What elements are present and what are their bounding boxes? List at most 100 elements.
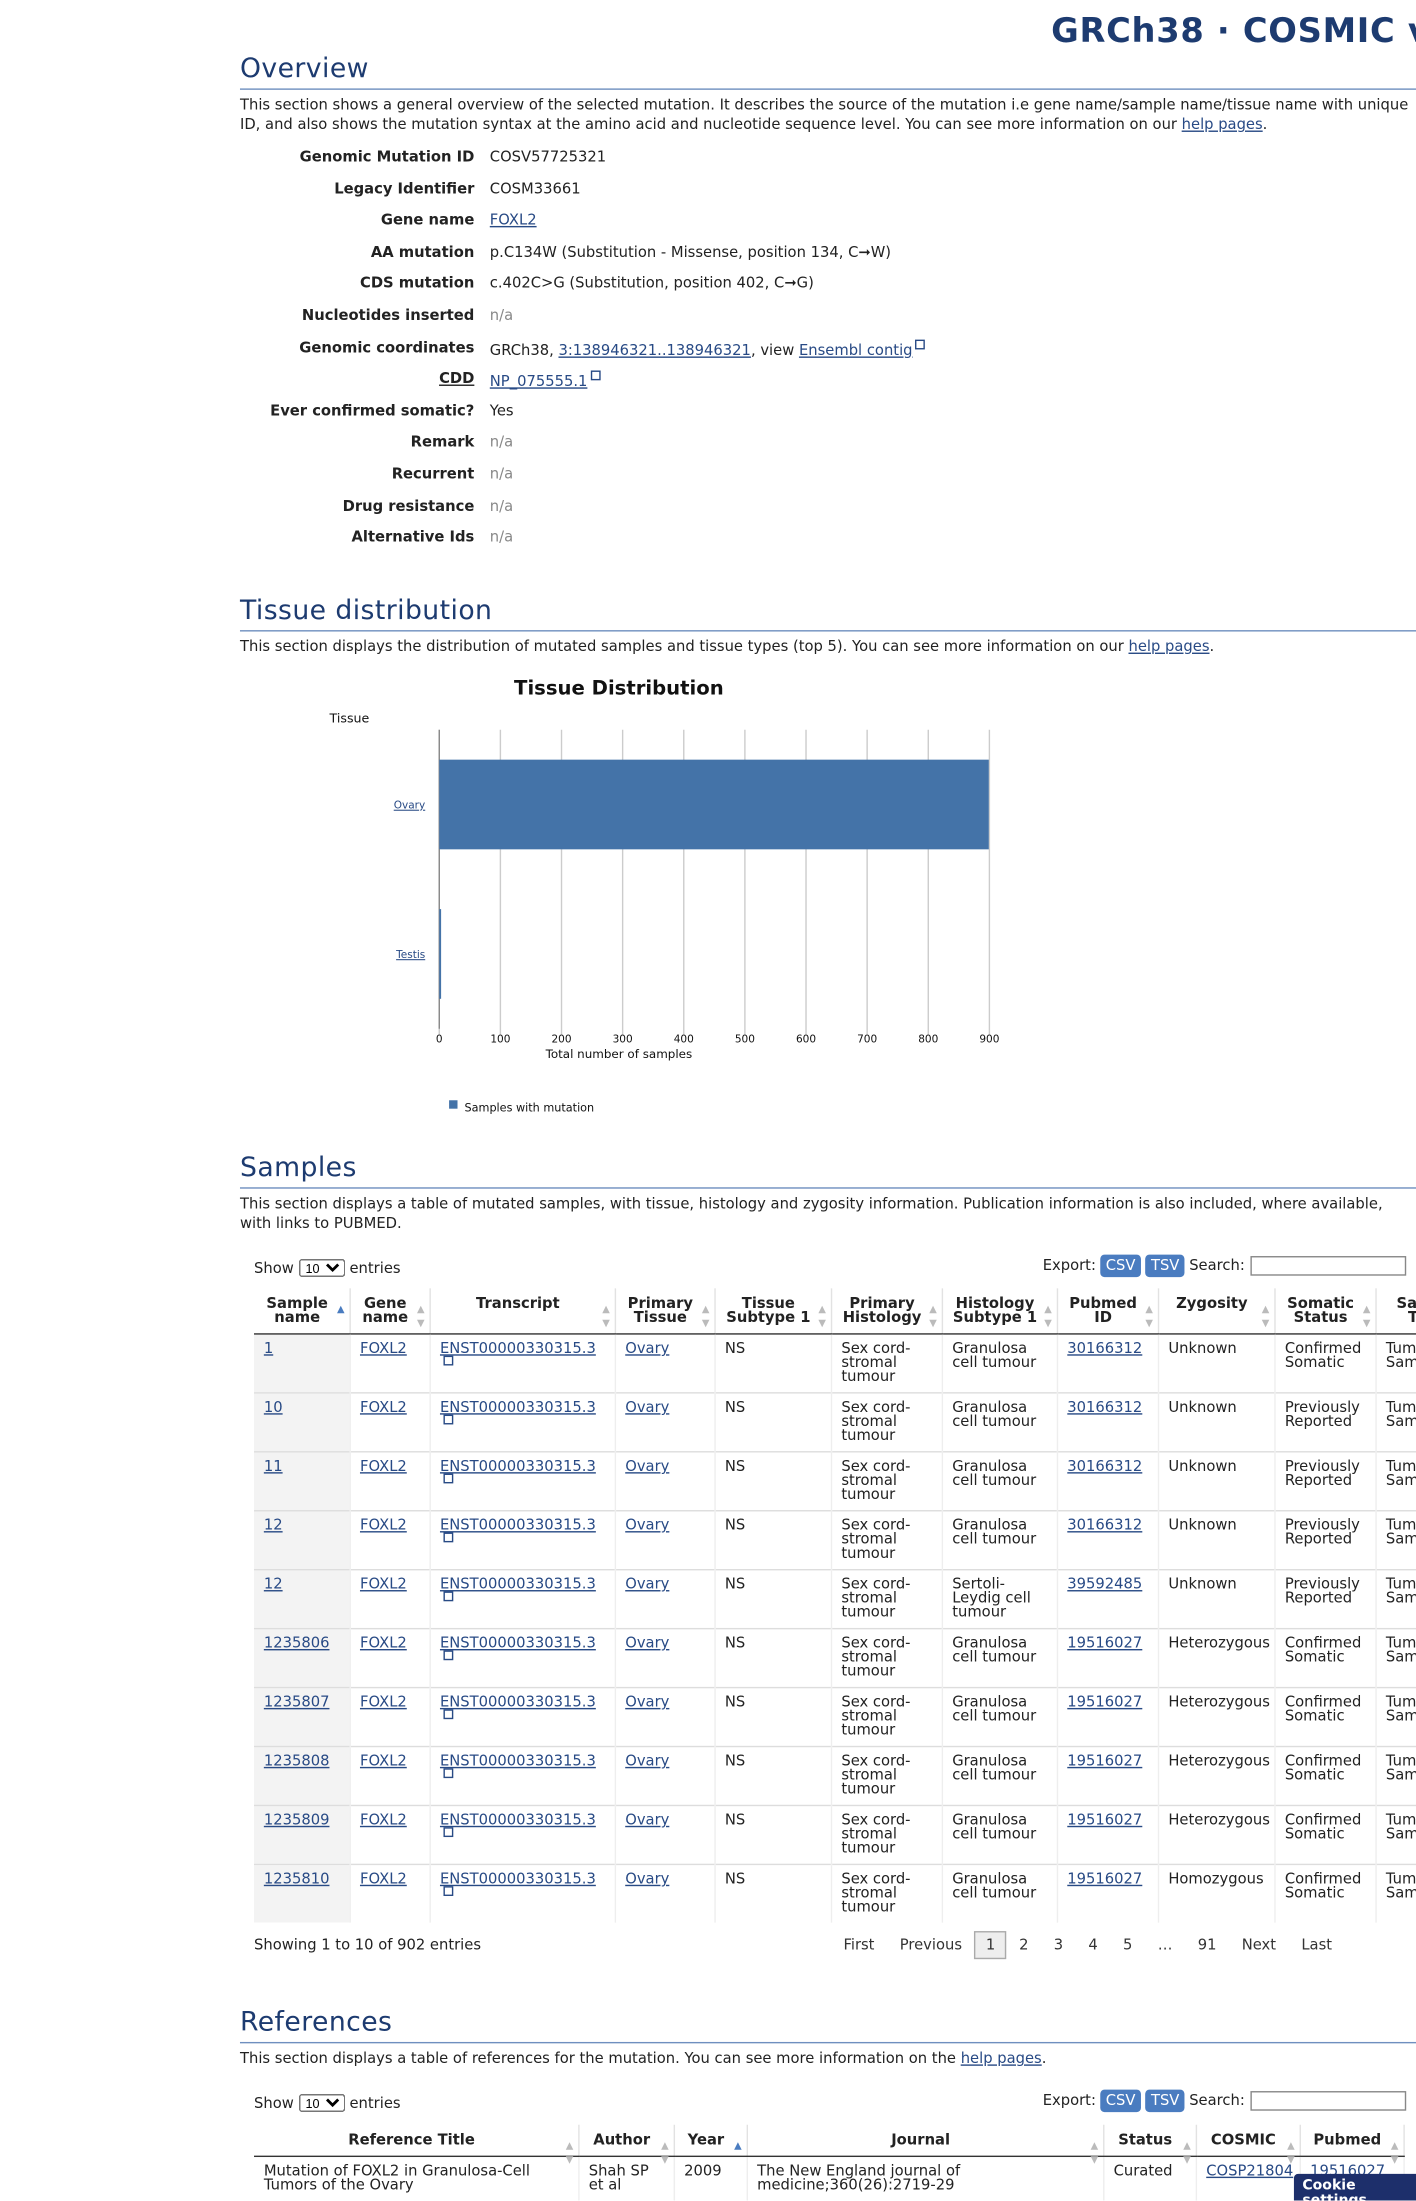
link[interactable]: Ovary [625, 1693, 670, 1711]
page-button[interactable]: First [843, 1936, 875, 1954]
column-header[interactable]: Journal ▲ ▼ [746, 2124, 1104, 2165]
link[interactable]: 30166312 [1067, 1399, 1143, 1417]
link[interactable]: 39592485 [1067, 1576, 1143, 1593]
page-size-select[interactable]: 10 [298, 1258, 345, 1278]
column-header[interactable]: Primary Histology ▲ ▼ [830, 1288, 943, 1335]
link[interactable]: FOXL2 [359, 1399, 407, 1417]
column-header[interactable]: Primary Tissue ▲ ▼ [614, 1288, 716, 1335]
link[interactable]: Ensembl contig [798, 341, 913, 359]
column-header[interactable]: Somatic Status ▲ ▼ [1274, 1288, 1377, 1335]
link[interactable]: 12 [263, 1517, 283, 1534]
csv-button[interactable]: CSV [1100, 1254, 1142, 1278]
page-button[interactable]: … [1157, 1936, 1173, 1954]
link[interactable]: FOXL2 [359, 1517, 407, 1534]
page-button[interactable]: 3 [1053, 1936, 1064, 1954]
link[interactable]: Ovary [625, 1458, 670, 1475]
link[interactable]: 30166312 [1067, 1340, 1143, 1358]
y-tick-label[interactable]: Testis [395, 949, 425, 961]
link[interactable]: 1235807 [263, 1693, 330, 1711]
search-input[interactable] [1250, 1256, 1407, 1276]
column-header[interactable]: Sample name ▲ [254, 1288, 351, 1335]
link[interactable]: FOXL2 [359, 1870, 407, 1888]
link[interactable]: 10 [263, 1399, 283, 1417]
link[interactable]: Ovary [625, 1811, 670, 1829]
link[interactable]: FOXL2 [359, 1634, 407, 1652]
csv-button[interactable]: CSV [1100, 2089, 1142, 2113]
page-button[interactable]: Last [1301, 1936, 1333, 1954]
column-header[interactable]: Histology Subtype 1 ▲ ▼ [941, 1288, 1058, 1335]
link[interactable]: 1235810 [263, 1870, 330, 1888]
link[interactable]: FOXL2 [489, 212, 537, 230]
link[interactable]: 19516027 [1067, 1634, 1143, 1652]
link[interactable]: Ovary [625, 1870, 670, 1888]
link[interactable]: 19516027 [1067, 1752, 1143, 1770]
link[interactable]: ENST00000330315.3 [439, 1458, 596, 1475]
tsv-button[interactable]: TSV [1145, 2089, 1185, 2113]
page-button[interactable]: 91 [1197, 1936, 1217, 1954]
link[interactable]: FOXL2 [359, 1752, 407, 1770]
link[interactable]: Ovary [625, 1340, 670, 1358]
link[interactable]: 12 [263, 1576, 283, 1593]
link[interactable]: ENST00000330315.3 [439, 1517, 596, 1534]
link[interactable]: FOXL2 [359, 1693, 407, 1711]
column-header[interactable]: Sample Type▲▼ [1375, 1288, 1416, 1335]
link[interactable]: 19516027 [1067, 1811, 1143, 1829]
link[interactable]: Ovary [625, 1752, 670, 1770]
link[interactable]: ENST00000330315.3 [439, 1752, 596, 1770]
tsv-button[interactable]: TSV [1145, 1254, 1185, 1278]
column-header[interactable]: Gene name ▲ ▼ [349, 1288, 431, 1335]
page-button[interactable]: 2 [1019, 1936, 1029, 1954]
link[interactable]: Ovary [625, 1399, 670, 1417]
link[interactable]: help pages [1181, 116, 1263, 134]
link[interactable]: ENST00000330315.3 [439, 1576, 596, 1593]
export-controls: Export: CSV TSV Search: [1043, 1254, 1407, 1278]
link[interactable]: 19516027 [1067, 1870, 1143, 1888]
column-header[interactable]: Reference Title ▲ ▼ [254, 2124, 579, 2165]
column-header[interactable]: Tissue Subtype 1 ▲ ▼ [714, 1288, 832, 1335]
link[interactable]: 1235806 [263, 1634, 330, 1652]
link[interactable]: 30166312 [1067, 1458, 1143, 1475]
link[interactable]: 1235808 [263, 1752, 330, 1770]
y-tick-label[interactable]: Ovary [394, 800, 426, 812]
column-header[interactable]: COSMIC ▲ ▼ [1195, 2124, 1301, 2165]
link[interactable]: ENST00000330315.3 [439, 1693, 596, 1711]
link[interactable]: 1 [263, 1340, 274, 1358]
page-button[interactable]: 5 [1123, 1936, 1133, 1954]
column-header[interactable]: Author ▲ ▼ [578, 2124, 675, 2165]
link[interactable]: COSP21804 [1206, 2162, 1294, 2180]
column-header[interactable]: Zygosity ▲ ▼ [1157, 1288, 1275, 1335]
column-header[interactable]: Year ▲ [673, 2124, 748, 2158]
link[interactable]: FOXL2 [359, 1576, 407, 1593]
link[interactable]: 1235809 [263, 1811, 330, 1829]
link[interactable]: help pages [1128, 638, 1210, 656]
link[interactable]: help pages [960, 2050, 1042, 2068]
link[interactable]: ENST00000330315.3 [439, 1870, 596, 1888]
link[interactable]: FOXL2 [359, 1458, 407, 1475]
link[interactable]: Ovary [625, 1634, 670, 1652]
link[interactable]: ENST00000330315.3 [439, 1399, 596, 1417]
link[interactable]: Ovary [625, 1576, 670, 1593]
link[interactable]: 11 [263, 1458, 283, 1475]
cookie-settings[interactable]: Cookie settings [1293, 2173, 1416, 2201]
column-header[interactable]: Transcript ▲ ▼ [429, 1288, 616, 1335]
link[interactable]: FOXL2 [359, 1811, 407, 1829]
column-header[interactable]: Status ▲ ▼ [1103, 2124, 1197, 2165]
page-size-select[interactable]: 10 [298, 2093, 345, 2113]
link[interactable]: 3:138946321..138946321 [558, 341, 751, 359]
link[interactable]: NP_075555.1 [489, 373, 588, 391]
sort-icon: ▲ ▼ [1362, 1303, 1371, 1330]
link[interactable]: ENST00000330315.3 [439, 1811, 596, 1829]
page-button[interactable]: Previous [899, 1936, 963, 1954]
column-header[interactable]: Pubmed ▲ ▼ [1299, 2124, 1405, 2165]
link[interactable]: ENST00000330315.3 [439, 1634, 596, 1652]
link[interactable]: Ovary [625, 1517, 670, 1534]
link[interactable]: ENST00000330315.3 [439, 1340, 596, 1358]
page-button[interactable]: 4 [1088, 1936, 1098, 1954]
column-header[interactable]: Pubmed ID ▲ ▼ [1056, 1288, 1159, 1335]
page-button[interactable]: 1 [974, 1931, 1007, 1960]
link[interactable]: 30166312 [1067, 1517, 1143, 1534]
link[interactable]: 19516027 [1067, 1693, 1143, 1711]
page-button[interactable]: Next [1241, 1936, 1277, 1954]
search-input[interactable] [1250, 2091, 1407, 2111]
link[interactable]: FOXL2 [359, 1340, 407, 1358]
